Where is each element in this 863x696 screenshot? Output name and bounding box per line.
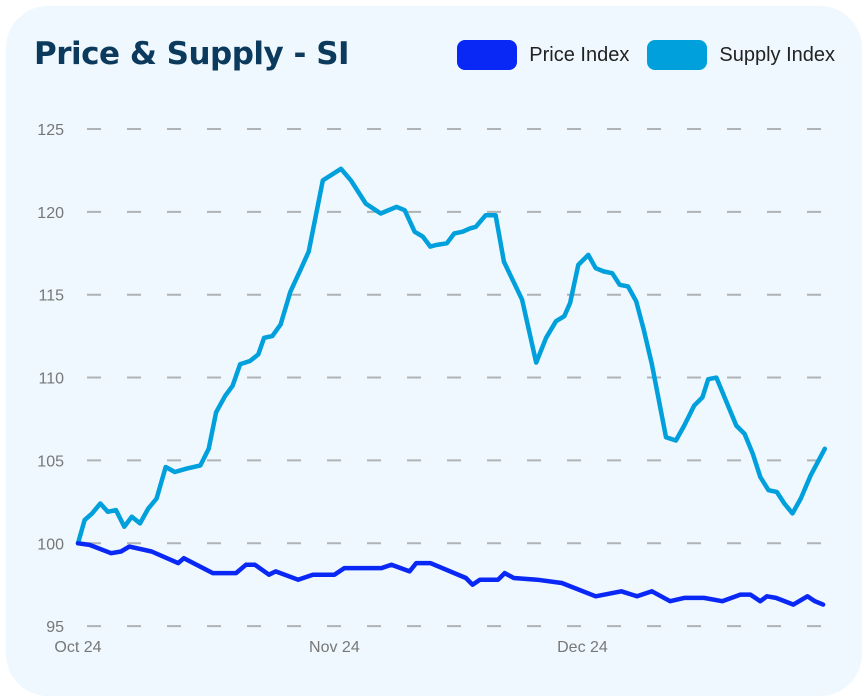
legend-label-supply: Supply Index [719, 43, 835, 66]
y-tick-label: 120 [37, 205, 64, 222]
legend-swatch-price [457, 40, 518, 70]
chart-card [6, 6, 862, 696]
legend: Price Index Supply Index [449, 40, 835, 70]
y-tick-label: 110 [38, 371, 64, 388]
y-tick-label: 105 [37, 453, 64, 470]
x-tick-label: Oct 24 [54, 639, 101, 656]
plot-area: 95 100 105 110 115 120 125 Oct 24 Nov 24 Dec 24 [37, 122, 836, 656]
y-tick-label: 125 [37, 122, 64, 139]
series-line-price-index [75, 541, 826, 607]
chart-title: Price & Supply - SI [34, 36, 350, 72]
y-tick-label: 100 [37, 536, 64, 553]
legend-item-supply[interactable]: Supply Index [647, 40, 835, 70]
legend-swatch-supply [647, 40, 708, 70]
x-tick-label: Dec 24 [557, 639, 608, 656]
x-tick-label: Nov 24 [309, 639, 360, 656]
y-tick-label: 115 [38, 288, 64, 305]
y-tick-label: 95 [46, 619, 64, 636]
series-line-supply-index [75, 166, 828, 546]
legend-label-price: Price Index [529, 43, 630, 66]
legend-item-price[interactable]: Price Index [457, 40, 629, 70]
